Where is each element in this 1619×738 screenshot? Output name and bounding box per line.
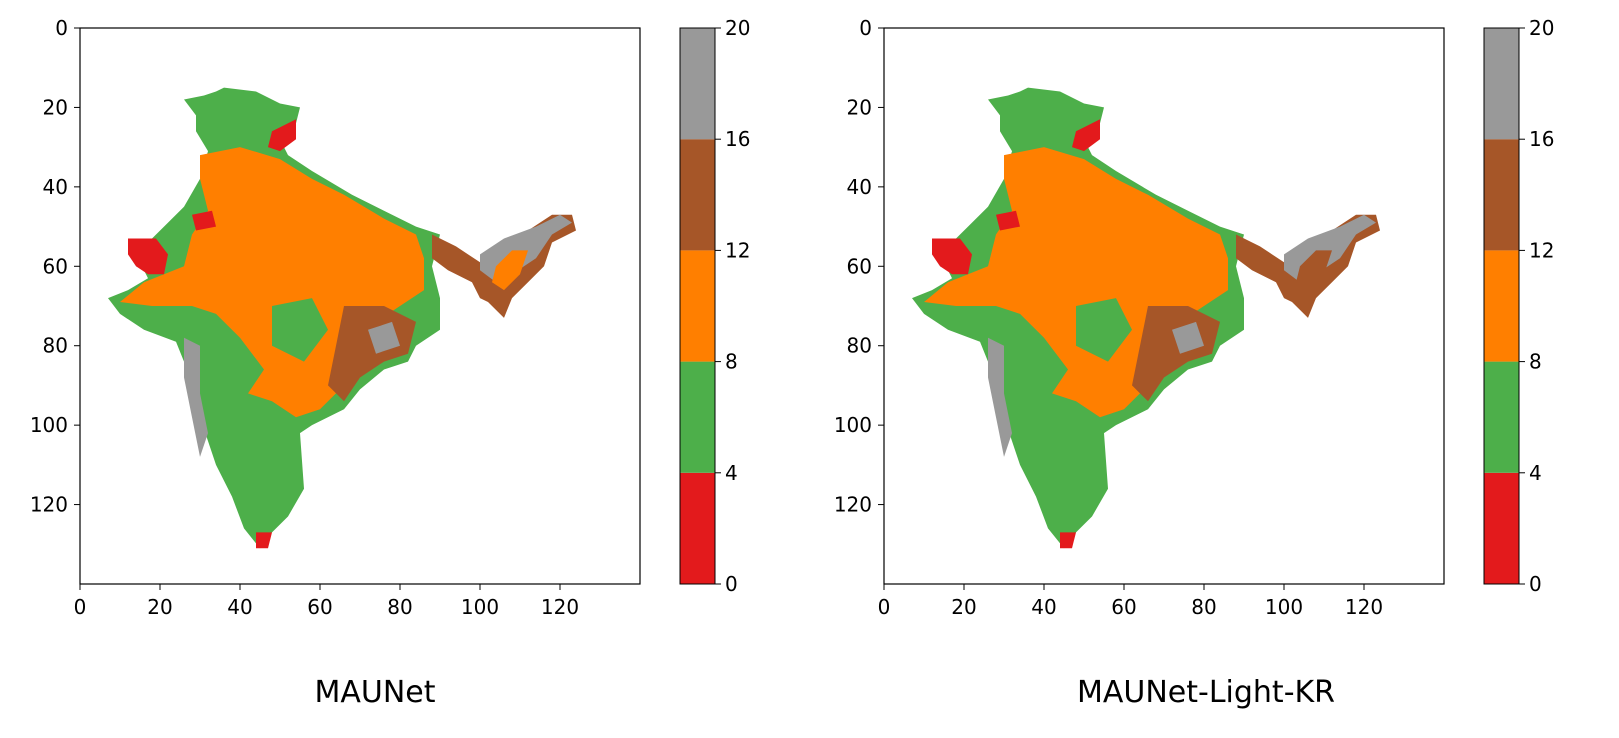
map-north-red-region <box>268 119 296 152</box>
colorbar-frame <box>679 27 716 585</box>
map-east-grey-region <box>368 321 400 354</box>
colorbar-bin <box>1484 361 1519 473</box>
x-tick-label: 60 <box>307 595 332 619</box>
y-tick-label: 20 <box>847 95 872 119</box>
y-tick-label: 100 <box>30 413 68 437</box>
map-plain-region <box>120 147 424 418</box>
x-tick-label: 120 <box>541 595 579 619</box>
colorbar-bin <box>680 139 715 251</box>
map-west-coast-region <box>988 337 1012 457</box>
y-tick-label: 40 <box>847 175 872 199</box>
colorbar-tick-label: 4 <box>1529 461 1542 485</box>
x-tick-label: 0 <box>878 595 891 619</box>
map-north-red-region <box>1072 119 1100 152</box>
colorbar-tick-label: 16 <box>725 127 750 151</box>
map-northwest-red-region <box>996 210 1020 231</box>
axes-frame <box>883 27 1445 585</box>
colorbar-tick-label: 8 <box>725 350 738 374</box>
y-tick-label: 80 <box>43 334 68 358</box>
x-tick-label: 20 <box>147 595 172 619</box>
x-tick-label: 0 <box>74 595 87 619</box>
map-south-tip-red-region <box>1060 532 1076 549</box>
map-thar-red-region <box>128 238 168 275</box>
x-tick-label: 40 <box>1031 595 1056 619</box>
y-tick-label: 0 <box>55 16 68 40</box>
x-tick-label: 80 <box>387 595 412 619</box>
map-south-tip-red-region <box>256 532 272 549</box>
panel-title-right: MAUNet-Light-KR <box>1076 675 1336 710</box>
map-central-green-region <box>272 298 328 362</box>
map-east-region <box>1132 306 1220 402</box>
x-tick-label: 20 <box>951 595 976 619</box>
y-tick-label: 60 <box>847 254 872 278</box>
colorbar-tick-label: 4 <box>725 461 738 485</box>
colorbar-tick-label: 12 <box>725 238 750 262</box>
colorbar-bin <box>680 28 715 140</box>
y-tick-label: 100 <box>834 413 872 437</box>
colorbar-tick-label: 0 <box>725 572 738 596</box>
colorbar-frame <box>1483 27 1520 585</box>
colorbar-bin <box>680 250 715 362</box>
y-tick-label: 120 <box>834 493 872 517</box>
colorbar-tick-label: 20 <box>1529 16 1554 40</box>
panel-title-left: MAUNet <box>314 675 436 710</box>
colorbar-tick-label: 0 <box>1529 572 1542 596</box>
y-tick-label: 40 <box>43 175 68 199</box>
colorbar-bin <box>680 361 715 473</box>
colorbar-bin <box>1484 250 1519 362</box>
map-central-green-region <box>1076 298 1132 362</box>
axes-frame <box>79 27 641 585</box>
map-west-coast-region <box>184 337 208 457</box>
x-tick-label: 60 <box>1111 595 1136 619</box>
x-tick-label: 120 <box>1345 595 1383 619</box>
colorbar-tick-label: 16 <box>1529 127 1554 151</box>
y-tick-label: 20 <box>43 95 68 119</box>
y-tick-label: 120 <box>30 493 68 517</box>
map-plain-region <box>924 147 1228 418</box>
y-tick-label: 0 <box>859 16 872 40</box>
x-tick-label: 100 <box>1265 595 1303 619</box>
map-northwest-red-region <box>192 210 216 231</box>
colorbar-bin <box>1484 28 1519 140</box>
x-tick-label: 80 <box>1191 595 1216 619</box>
colorbar-bin <box>1484 139 1519 251</box>
colorbar-bin <box>680 472 715 584</box>
map-east-region <box>328 306 416 402</box>
colorbar-tick-label: 8 <box>1529 350 1542 374</box>
colorbar-tick-label: 20 <box>725 16 750 40</box>
x-tick-label: 100 <box>461 595 499 619</box>
x-tick-label: 40 <box>227 595 252 619</box>
map-thar-red-region <box>932 238 972 275</box>
colorbar-tick-label: 12 <box>1529 238 1554 262</box>
map-east-grey-region <box>1172 321 1204 354</box>
y-tick-label: 80 <box>847 334 872 358</box>
colorbar-bin <box>1484 472 1519 584</box>
map-northeast-inner-region <box>492 250 528 291</box>
map-northeast-inner-region <box>1296 250 1332 291</box>
y-tick-label: 60 <box>43 254 68 278</box>
